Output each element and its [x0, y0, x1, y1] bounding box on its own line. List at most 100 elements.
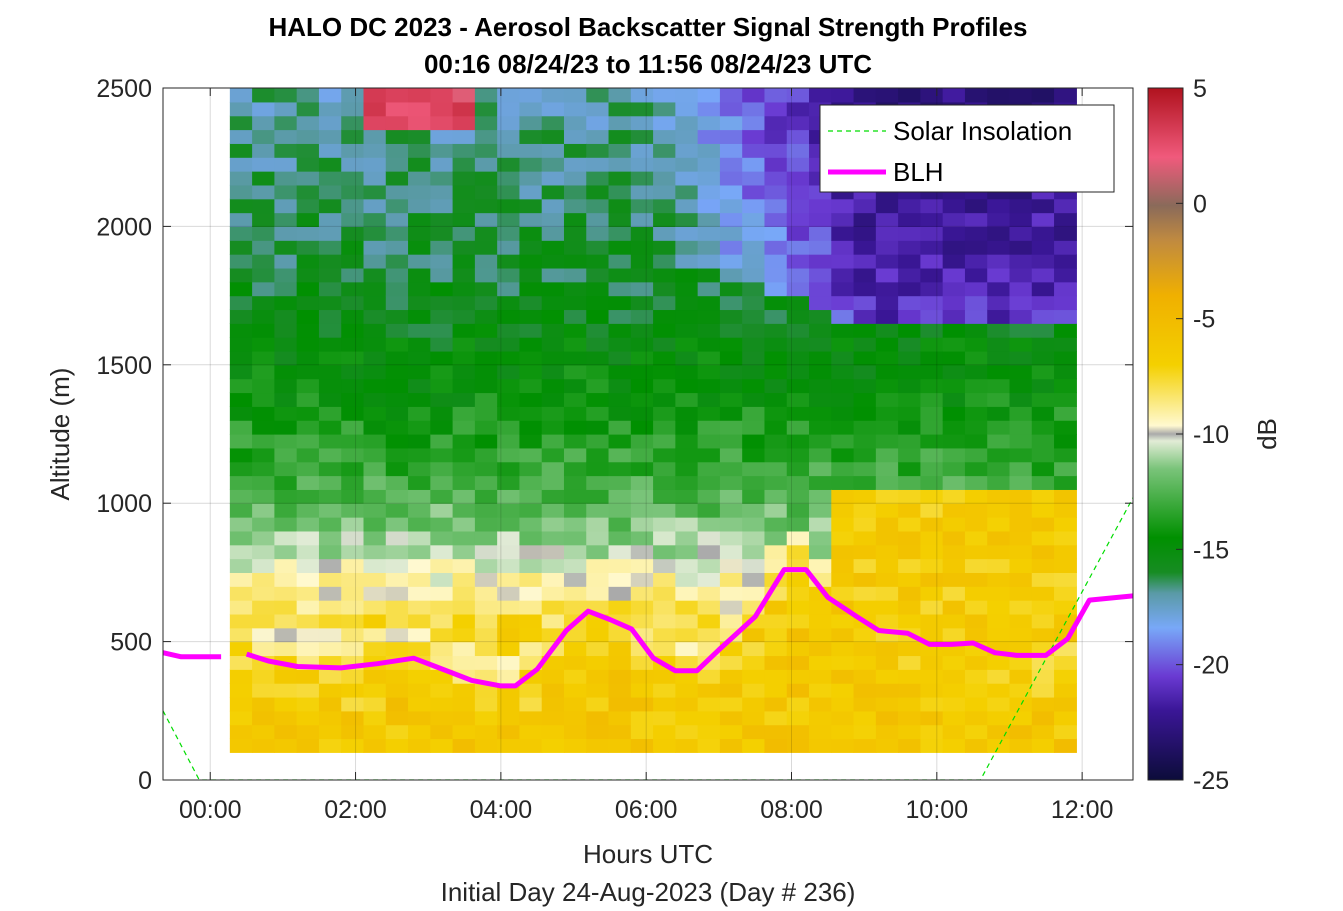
heatmap-cell [274, 129, 298, 144]
heatmap-cell [1054, 447, 1077, 463]
heatmap-cell [653, 613, 676, 629]
heatmap-cell [430, 378, 454, 394]
heatmap-cell [653, 420, 676, 435]
heatmap-cell [363, 572, 387, 587]
heatmap-cell [942, 558, 966, 573]
heatmap-cell [229, 544, 253, 560]
heatmap-cell [229, 254, 253, 269]
heatmap-cell [274, 696, 298, 712]
heatmap-cell [341, 738, 365, 753]
heatmap-cell [586, 517, 610, 532]
heatmap-cell [318, 406, 342, 421]
heatmap-cell [653, 572, 676, 587]
heatmap-cell [318, 600, 342, 615]
heatmap-cell [519, 184, 543, 200]
heatmap-cell [831, 655, 855, 670]
heatmap-cell [697, 337, 721, 352]
heatmap-cell [519, 378, 543, 394]
heatmap-cell [653, 350, 676, 366]
heatmap-cell [541, 710, 565, 726]
heatmap-cell [920, 406, 944, 421]
heatmap-cell [274, 157, 298, 172]
heatmap-cell [363, 406, 387, 421]
heatmap-cell [341, 586, 365, 601]
heatmap-cell [385, 226, 409, 241]
x-axis: 00:00 02:00 04:00 06:00 08:00 10:00 12:00 [179, 88, 1113, 824]
heatmap-cell [831, 267, 855, 283]
heatmap-cell [875, 281, 899, 297]
heatmap-cell [474, 309, 498, 324]
heatmap-cell [786, 364, 810, 380]
heatmap-cell [385, 240, 409, 255]
heatmap-cell [274, 710, 298, 726]
heatmap-cell [675, 517, 699, 532]
heatmap-cell [586, 447, 610, 463]
heatmap-cell [408, 613, 431, 629]
heatmap-cell [742, 392, 766, 407]
heatmap-cell [608, 641, 632, 657]
heatmap-cell [831, 641, 855, 657]
heatmap-cell [318, 143, 342, 158]
heatmap-cell [831, 683, 855, 698]
heatmap-cell [675, 434, 699, 449]
heatmap-cell [519, 641, 543, 657]
heatmap-cell [497, 88, 521, 103]
heatmap-cell [452, 503, 476, 518]
heatmap-cell [764, 655, 788, 670]
heatmap-cell [497, 115, 521, 131]
heatmap-cell [831, 558, 855, 573]
heatmap-cell [1031, 669, 1055, 684]
heatmap-cell [296, 212, 320, 227]
heatmap-cell [563, 558, 587, 573]
heatmap-cell [430, 696, 454, 712]
heatmap-cell [408, 572, 431, 587]
heatmap-cell [786, 157, 810, 172]
heatmap-cell [519, 281, 543, 297]
heatmap-cell [274, 184, 298, 200]
heatmap-cell [229, 184, 253, 200]
heatmap-cell [786, 184, 810, 200]
heatmap-cell [964, 544, 988, 560]
heatmap-cell [764, 461, 788, 477]
heatmap-cell [920, 364, 944, 380]
heatmap-cell [341, 600, 365, 615]
heatmap-cell [875, 669, 899, 684]
heatmap-cell [853, 724, 877, 740]
heatmap-cell [1054, 503, 1077, 518]
heatmap-cell [341, 641, 365, 657]
heatmap-cell [1031, 683, 1055, 698]
heatmap-cell [363, 710, 387, 726]
heatmap-cell [875, 392, 899, 407]
heatmap-cell [742, 240, 766, 255]
heatmap-cell [608, 586, 632, 601]
heatmap-cell [318, 683, 342, 698]
y-tick-label: 1000 [96, 490, 152, 518]
heatmap-cell [942, 281, 966, 297]
heatmap-cell [296, 710, 320, 726]
heatmap-cell [719, 710, 743, 726]
heatmap-cell [964, 406, 988, 421]
heatmap-cell [229, 447, 253, 463]
heatmap-cell [385, 212, 409, 227]
heatmap-cell [1054, 378, 1077, 394]
heatmap-cell [786, 475, 810, 490]
heatmap-cell [452, 558, 476, 573]
heatmap-cell [341, 669, 365, 684]
heatmap-cell [296, 461, 320, 477]
heatmap-cell [786, 420, 810, 435]
heatmap-cell [385, 572, 409, 587]
heatmap-cell [719, 309, 743, 324]
heatmap-cell [474, 240, 498, 255]
heatmap-cell [653, 669, 676, 684]
heatmap-cell [497, 267, 521, 283]
heatmap-cell [452, 489, 476, 504]
heatmap-cell [786, 517, 810, 532]
heatmap-cell [697, 267, 721, 283]
heatmap-cell [229, 226, 253, 241]
heatmap-cell [296, 420, 320, 435]
heatmap-cell [1009, 254, 1033, 269]
heatmap-cell [385, 323, 409, 338]
heatmap-cell [408, 586, 431, 601]
heatmap-cell [764, 530, 788, 546]
heatmap-cell [497, 600, 521, 615]
